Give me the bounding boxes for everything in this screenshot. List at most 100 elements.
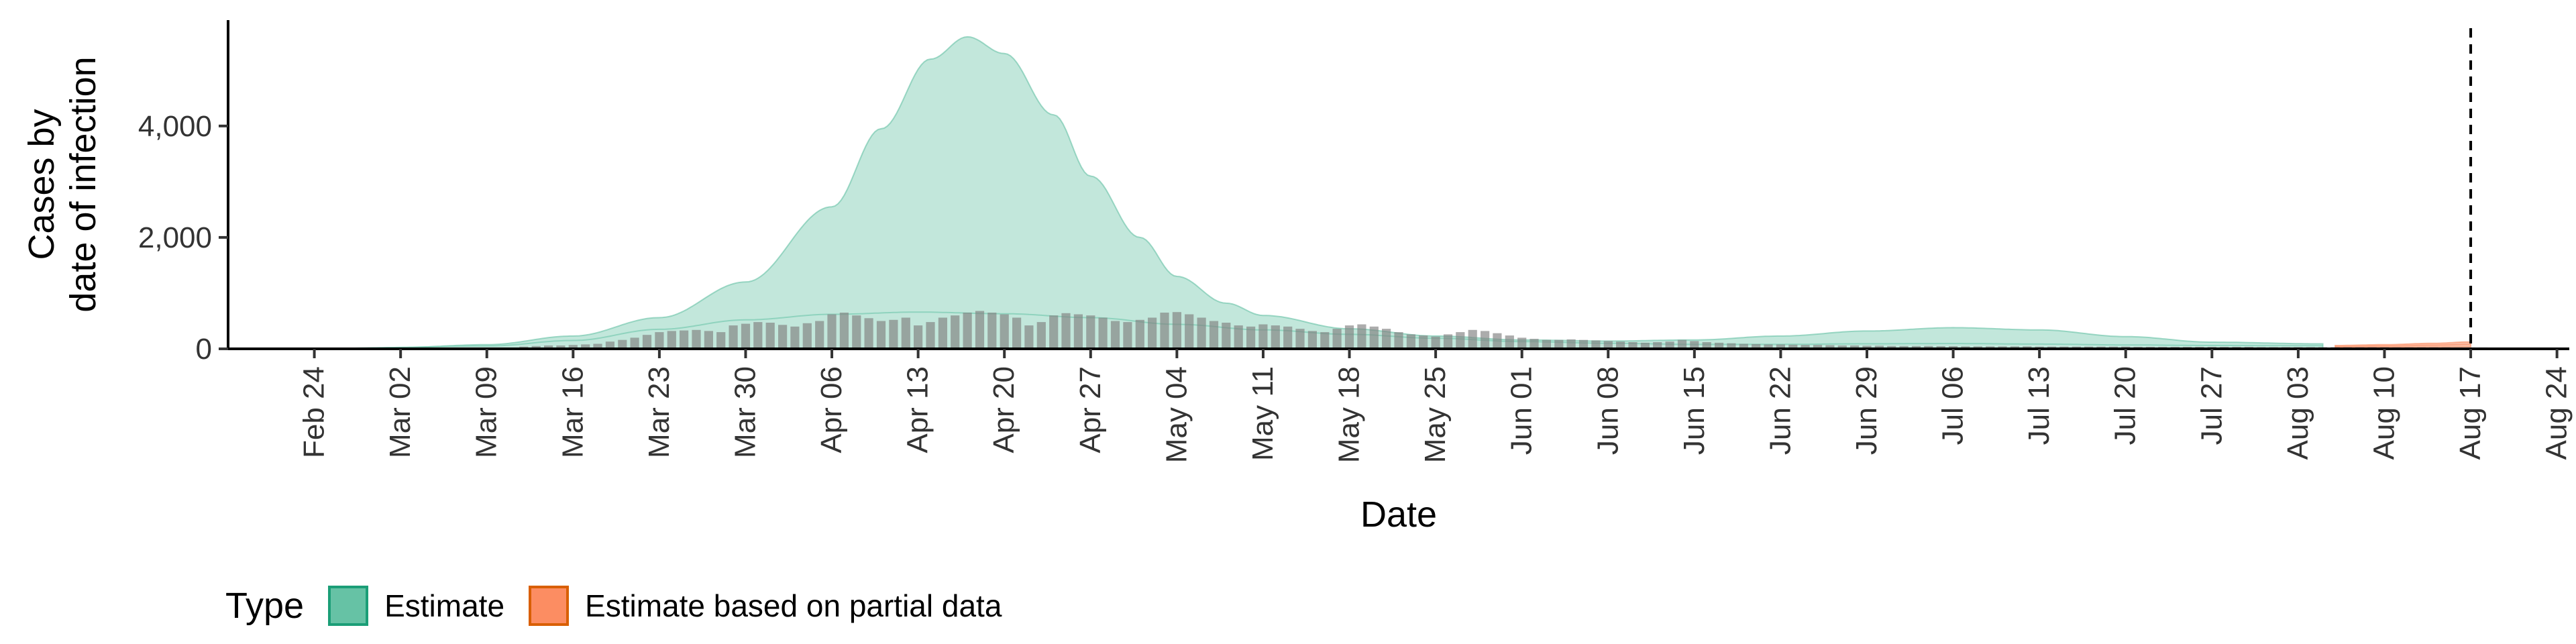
x-tick-label: Jun 15	[1678, 366, 1711, 455]
reported-case-bar	[1307, 331, 1317, 349]
reported-case-bar	[1456, 332, 1465, 349]
x-tick-label: Mar 16	[556, 366, 589, 458]
reported-case-bar	[963, 313, 972, 349]
reported-case-bar	[1061, 313, 1071, 349]
reported-case-bar	[1677, 339, 1687, 349]
median-line-partial-estimate	[2335, 343, 2471, 347]
x-tick-label: Aug 03	[2282, 366, 2314, 460]
legend-label-estimate: Estimate	[384, 588, 505, 623]
legend-key-estimate	[328, 586, 369, 626]
reported-case-bar	[655, 332, 664, 349]
reported-case-bar	[1764, 344, 1773, 349]
reported-case-bar	[568, 345, 578, 349]
reported-case-bar	[1271, 325, 1280, 349]
reported-case-bar	[1024, 325, 1034, 349]
reported-case-bar	[1012, 317, 1022, 349]
reported-case-bar	[1715, 342, 1724, 349]
reported-case-bar	[1616, 341, 1625, 349]
reported-case-bar	[642, 335, 652, 349]
reported-case-bar	[765, 323, 775, 349]
y-tick-label: 4,000	[138, 110, 212, 143]
reported-case-bar	[531, 345, 541, 349]
reported-case-bar	[1344, 325, 1354, 349]
reported-case-bar	[1185, 314, 1194, 349]
reported-case-bar	[1505, 335, 1514, 349]
reported-case-bar	[716, 332, 726, 349]
reported-case-bar	[753, 322, 763, 349]
reported-case-bar	[1369, 326, 1379, 349]
x-tick-label: Mar 30	[729, 366, 762, 458]
x-tick-label: Aug 17	[2454, 366, 2487, 460]
reported-case-bar	[987, 313, 997, 349]
reported-case-bar	[1123, 322, 1132, 349]
x-tick-label: Jun 29	[1850, 366, 1883, 455]
reported-case-bar	[667, 331, 676, 349]
reported-case-bar	[951, 315, 960, 349]
x-tick-label: Mar 02	[384, 366, 417, 458]
x-tick-label: Jul 20	[2109, 366, 2142, 445]
reported-case-bar	[692, 329, 701, 349]
reported-case-bar	[1887, 345, 1896, 349]
reported-case-bar	[876, 321, 886, 349]
reported-case-bar	[1702, 342, 1711, 349]
reported-case-bar	[802, 323, 812, 349]
reported-case-bar	[1160, 313, 1169, 349]
ribbon-estimate	[338, 36, 2324, 350]
x-tick-label: Jun 08	[1591, 366, 1624, 455]
y-tick-label: 2,000	[138, 221, 212, 254]
reported-case-bar	[593, 343, 602, 349]
reported-case-bar	[815, 321, 824, 349]
reported-case-bar	[1222, 323, 1231, 349]
reported-case-bar	[605, 341, 614, 349]
reported-case-bar	[1246, 326, 1256, 349]
reported-case-bar	[1258, 324, 1268, 349]
reported-case-bar	[852, 315, 861, 349]
x-tick-label: Jun 22	[1764, 366, 1796, 455]
reported-case-bar	[680, 330, 689, 349]
x-axis-title: Date	[1360, 494, 1437, 535]
reported-case-bar	[1874, 345, 1884, 349]
reported-case-bar	[1234, 325, 1243, 349]
x-tick-label: Mar 09	[470, 366, 503, 458]
reported-case-bar	[1603, 341, 1613, 349]
x-tick-label: Jul 06	[1937, 366, 1970, 445]
reported-case-bar	[1295, 329, 1305, 349]
reported-case-bar	[1739, 343, 1748, 349]
x-tick-label: May 11	[1246, 366, 1279, 461]
reported-case-bar	[1665, 341, 1674, 349]
reported-case-bar	[1382, 329, 1391, 349]
reported-case-bar	[1110, 321, 1120, 349]
reported-case-bar	[1727, 343, 1736, 349]
reported-case-bar	[1690, 341, 1699, 349]
x-tick-label: Mar 23	[643, 366, 676, 458]
x-tick-label: May 04	[1160, 366, 1193, 463]
y-axis-title-line-1: Cases by	[21, 109, 62, 260]
x-tick-label: Apr 20	[987, 366, 1020, 453]
reported-case-bar	[864, 318, 873, 349]
x-tick-label: May 18	[1333, 366, 1366, 463]
reported-case-bar	[1640, 342, 1650, 349]
reported-case-bar	[778, 325, 788, 349]
reported-case-bar	[1172, 312, 1181, 349]
plot-area	[338, 36, 2487, 350]
x-tick-label: Apr 06	[815, 366, 848, 453]
x-tick-label: Aug 24	[2540, 366, 2573, 460]
reported-case-bar	[1283, 326, 1293, 349]
reported-case-bar	[1406, 334, 1415, 349]
reported-case-bar	[1911, 345, 1921, 349]
reported-case-bar	[1148, 317, 1157, 349]
reported-case-bar	[1752, 343, 1761, 349]
x-tick-label: Apr 13	[902, 366, 934, 453]
reported-case-bar	[556, 345, 566, 349]
x-tick-label: Jun 01	[1505, 366, 1538, 455]
x-tick-label: Apr 27	[1074, 366, 1107, 453]
reported-case-bar	[1801, 345, 1810, 349]
reported-case-bar	[741, 323, 751, 349]
reported-case-bar	[1394, 332, 1403, 349]
reported-case-bar	[926, 322, 935, 349]
reported-case-bar	[1320, 332, 1330, 349]
reported-case-bar	[914, 325, 923, 349]
legend-title: Type	[225, 586, 305, 626]
x-tick-label: Jul 13	[2023, 366, 2055, 445]
